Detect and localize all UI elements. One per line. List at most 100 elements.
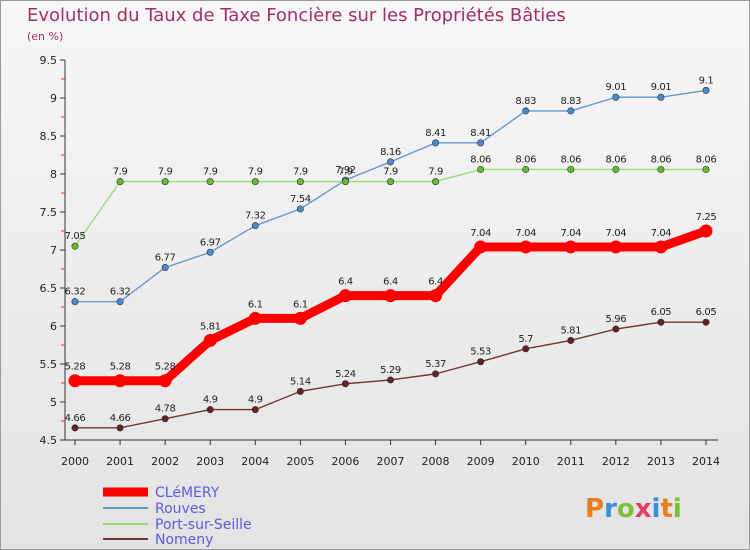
- data-label: 4.9: [203, 395, 218, 406]
- data-label: 6.77: [155, 252, 176, 263]
- data-label: 8.41: [470, 128, 491, 139]
- data-label: 5.96: [606, 314, 627, 325]
- data-point: [477, 139, 485, 147]
- data-point: [386, 376, 394, 384]
- y-tick-label: 6.5: [40, 282, 58, 295]
- data-label: 7.04: [560, 228, 581, 239]
- data-point: [612, 165, 620, 173]
- y-tick-label: 7: [50, 244, 57, 257]
- data-label: 7.54: [290, 194, 311, 205]
- data-point: [702, 165, 710, 173]
- data-point: [338, 289, 352, 303]
- data-point: [386, 178, 394, 186]
- data-point: [612, 325, 620, 333]
- x-tick-label: 2010: [512, 455, 540, 468]
- data-label: 5.28: [110, 362, 131, 373]
- data-label: 5.14: [290, 376, 311, 387]
- data-point: [68, 374, 82, 388]
- data-point: [432, 139, 440, 147]
- data-point: [657, 318, 665, 326]
- data-point: [657, 93, 665, 101]
- data-point: [612, 93, 620, 101]
- x-tick-label: 2012: [602, 455, 630, 468]
- data-point: [522, 107, 530, 115]
- data-point: [161, 263, 169, 271]
- data-label: 8.16: [380, 147, 401, 158]
- data-point: [386, 158, 394, 166]
- data-label: 4.66: [110, 413, 131, 424]
- y-tick-label: 8: [50, 168, 57, 181]
- data-label: 5.37: [425, 359, 446, 370]
- data-point: [567, 336, 575, 344]
- data-point: [296, 387, 304, 395]
- data-point: [251, 178, 259, 186]
- data-label: 6.05: [696, 307, 717, 318]
- x-tick-label: 2004: [241, 455, 269, 468]
- data-label: 6.32: [110, 287, 131, 298]
- data-point: [384, 289, 397, 303]
- data-point: [203, 333, 217, 347]
- data-point: [113, 374, 127, 388]
- x-tick-label: 2014: [692, 455, 720, 468]
- x-tick-label: 2006: [331, 455, 359, 468]
- data-label: 7.92: [335, 165, 356, 176]
- data-label: 7.04: [515, 228, 536, 239]
- data-point: [519, 240, 533, 254]
- data-label: 8.83: [515, 96, 536, 107]
- x-tick-label: 2003: [196, 455, 224, 468]
- data-point: [341, 178, 349, 186]
- x-tick-label: 2008: [422, 455, 450, 468]
- data-label: 6.4: [383, 277, 398, 288]
- data-label: 7.9: [248, 167, 263, 178]
- data-point: [206, 406, 214, 414]
- data-point: [296, 205, 304, 213]
- x-tick-label: 2007: [377, 455, 405, 468]
- data-point: [657, 165, 665, 173]
- data-point: [206, 178, 214, 186]
- legend-label: CLéMERY: [155, 485, 220, 501]
- data-label: 8.06: [515, 154, 536, 165]
- y-tick-label: 9: [50, 92, 57, 105]
- y-tick-label: 4.5: [40, 434, 58, 447]
- data-label: 4.9: [248, 395, 263, 406]
- legend-label: Nomeny: [155, 532, 213, 548]
- data-label: 6.32: [65, 287, 86, 298]
- legend-label: Port-sur-Seille: [155, 517, 252, 533]
- data-point: [522, 345, 530, 353]
- data-label: 7.9: [113, 167, 128, 178]
- series-line-Rouves: [74, 89, 707, 303]
- data-label: 9.01: [651, 82, 672, 93]
- data-label: 6.97: [200, 237, 221, 248]
- data-point: [702, 86, 710, 94]
- data-label: 6.05: [651, 307, 672, 318]
- data-label: 8.83: [560, 96, 581, 107]
- data-label: 7.9: [203, 167, 218, 178]
- data-point: [432, 370, 440, 378]
- x-tick-label: 2009: [467, 455, 495, 468]
- data-label: 8.06: [470, 154, 491, 165]
- x-tick-label: 2002: [151, 455, 179, 468]
- data-label: 7.05: [65, 231, 86, 242]
- data-label: 8.06: [696, 154, 717, 165]
- proxiti-logo: Proxiti: [585, 494, 682, 524]
- data-point: [251, 406, 259, 414]
- data-label: 8.06: [606, 154, 627, 165]
- data-point: [341, 380, 349, 388]
- x-tick-label: 2005: [286, 455, 314, 468]
- data-point: [71, 242, 79, 250]
- data-point: [161, 415, 169, 423]
- data-label: 7.9: [293, 167, 308, 178]
- data-point: [432, 178, 440, 186]
- data-point: [296, 178, 304, 186]
- data-point: [474, 240, 488, 254]
- data-point: [71, 298, 79, 306]
- y-tick-label: 6: [50, 320, 57, 333]
- data-label: 6.1: [248, 299, 263, 310]
- data-point: [158, 374, 172, 388]
- data-point: [248, 311, 262, 325]
- y-tick-label: 7.5: [40, 206, 58, 219]
- y-tick-label: 5: [50, 396, 57, 409]
- data-point: [522, 165, 530, 173]
- x-tick-label: 2000: [61, 455, 89, 468]
- data-label: 8.06: [560, 154, 581, 165]
